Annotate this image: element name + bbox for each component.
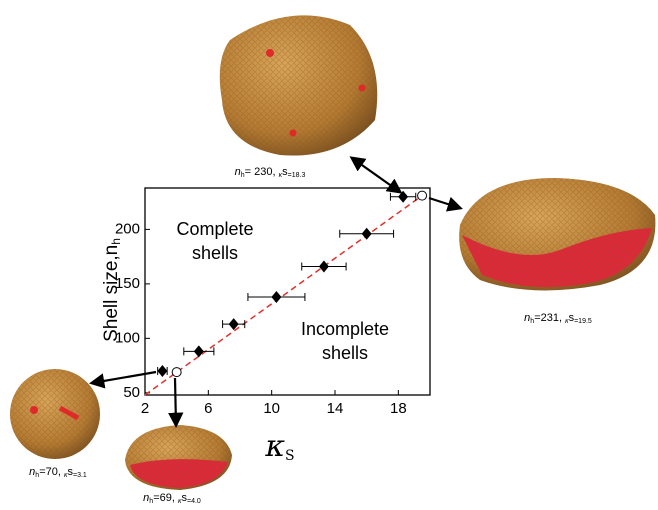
data-point [318, 260, 329, 273]
caption-sub: κ [178, 498, 182, 505]
annotation: Incomplete [301, 319, 389, 339]
x-label-sub: S [285, 448, 295, 464]
caption-text: = 230, [245, 166, 279, 178]
y-tick-label: 200 [115, 220, 140, 237]
caption-sub: =18.3 [288, 172, 306, 179]
caption-text: =231, [534, 312, 565, 324]
caption-sub: κ [64, 472, 68, 479]
data-point [157, 365, 168, 378]
data-point [271, 290, 282, 303]
annotation: shells [192, 243, 238, 263]
caption-sub: =19.5 [574, 318, 592, 325]
caption-text: n [235, 166, 241, 178]
data-point [228, 318, 239, 331]
data-point [398, 190, 409, 203]
data-point [171, 367, 182, 378]
y-label-main: Shell size,n [101, 245, 122, 342]
caption-sub: κ [279, 172, 283, 179]
caption-sub: κ [565, 318, 569, 325]
caption-text: s [569, 312, 575, 324]
caption-text: =70, [39, 466, 64, 478]
data-point [361, 227, 372, 240]
caption-sub: h [149, 498, 153, 505]
x-tick-label: 10 [263, 400, 280, 417]
caption-sub: =3.1 [73, 472, 87, 479]
caption-text: n [29, 466, 35, 478]
caption-text: n [143, 492, 149, 504]
data-point [417, 190, 428, 201]
caption-text: n [524, 312, 530, 324]
caption-sub: h [530, 318, 534, 325]
caption: nh=69, κs=4.0 [143, 492, 201, 505]
shell-images [10, 15, 656, 490]
x-tick-label: 18 [390, 400, 407, 417]
y-tick-label: 150 [115, 275, 140, 292]
caption-text: s [181, 492, 187, 504]
x-tick-label: 2 [141, 400, 149, 417]
caption-sub: h [241, 172, 245, 179]
caption: nh= 230, κs=18.3 [235, 166, 306, 179]
caption-sub: h [35, 472, 39, 479]
x-label-main: κ [264, 429, 285, 464]
caption-sub: =4.0 [187, 498, 201, 505]
x-tick-label: 6 [204, 400, 212, 417]
x-axis-label: κS [264, 429, 294, 464]
annotation: shells [322, 343, 368, 363]
y-label-sub: h [109, 238, 123, 245]
trend-line [144, 195, 423, 396]
annotation: Complete [176, 219, 253, 239]
caption-text: =69, [153, 492, 178, 504]
caption-text: s [282, 166, 288, 178]
data-point [193, 345, 204, 358]
plot-frame [144, 187, 431, 396]
x-tick-label: 14 [327, 400, 344, 417]
y-tick-label: 50 [123, 384, 140, 401]
caption: nh=231, κs=19.5 [524, 312, 592, 325]
caption: nh=70, κs=3.1 [29, 466, 87, 479]
caption-text: s [67, 466, 73, 478]
y-tick-label: 100 [115, 329, 140, 346]
y-axis-label: Shell size,nh [101, 238, 123, 342]
